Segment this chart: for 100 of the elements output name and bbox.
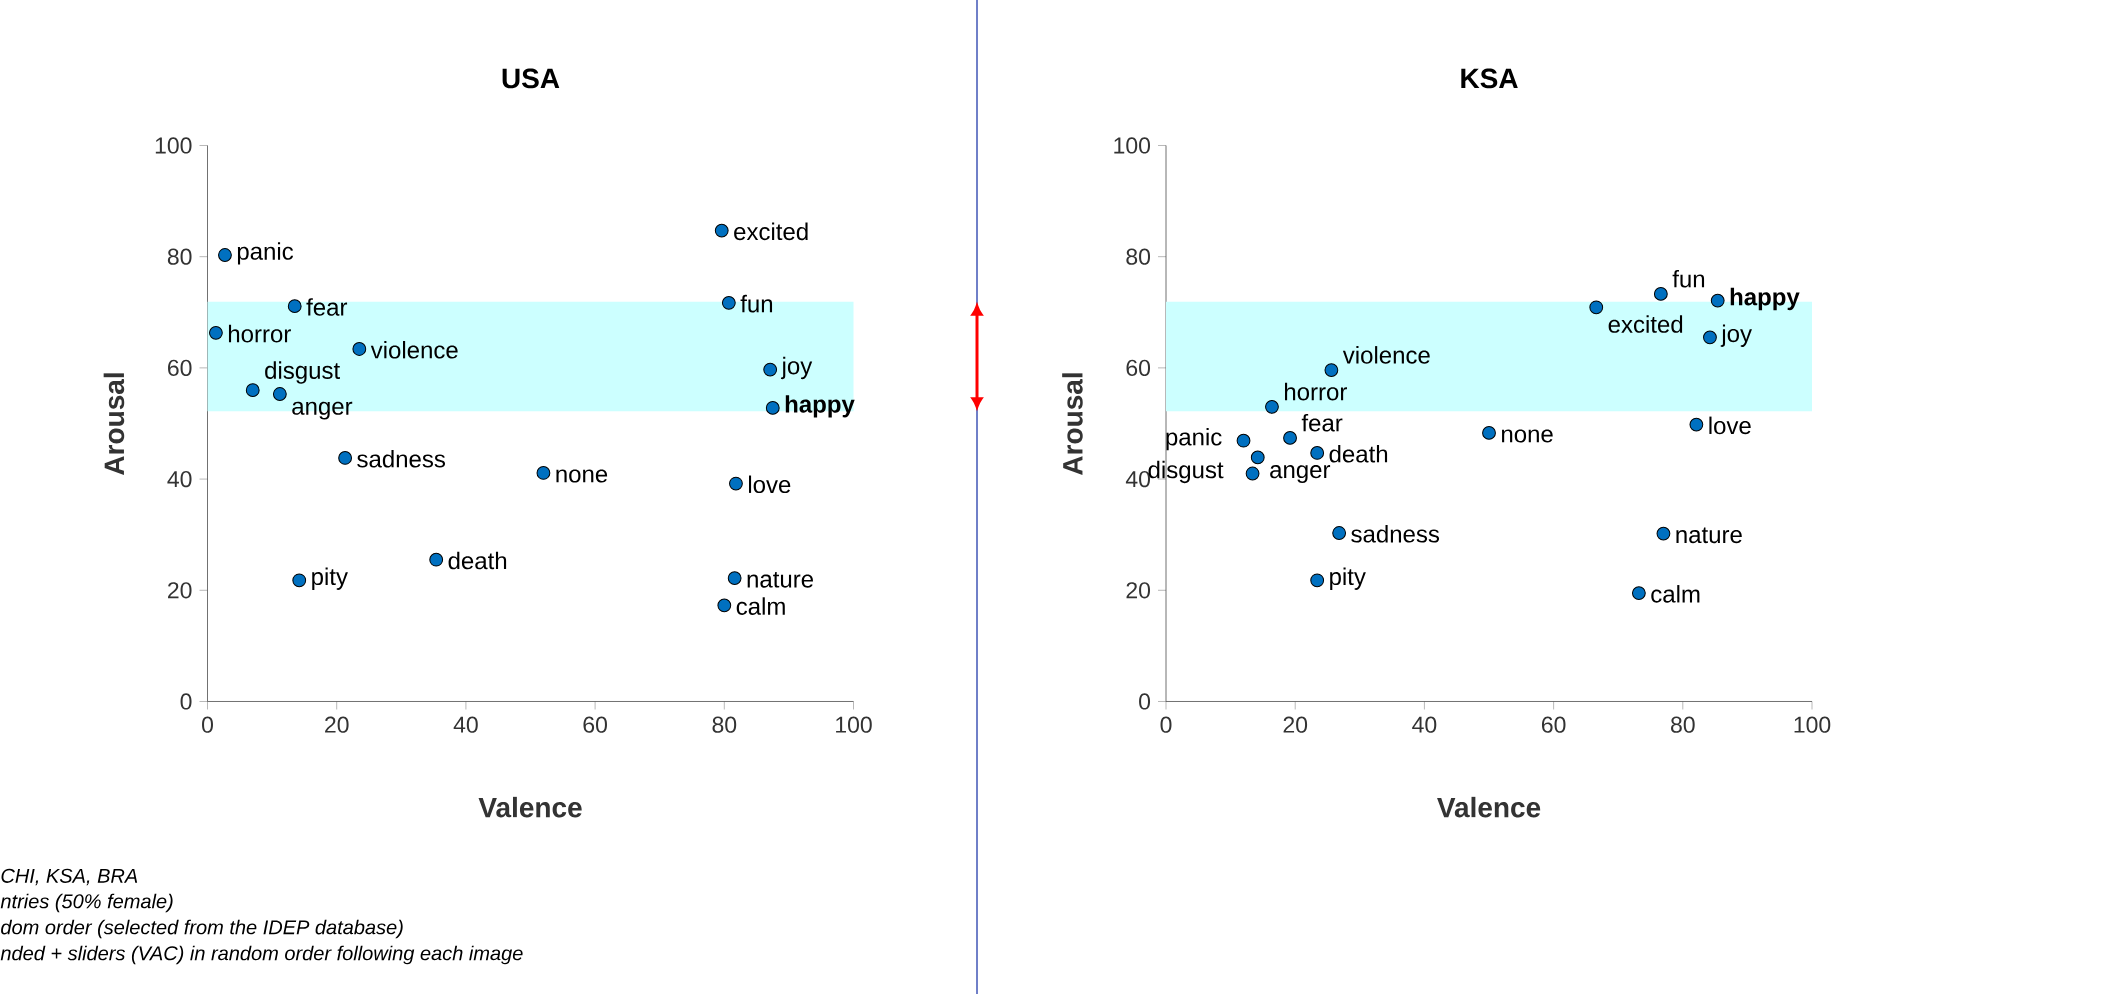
series-label: sadness [357, 449, 446, 468]
series-label: calm [1651, 585, 1700, 603]
series-label: disgust [265, 361, 340, 384]
series-label: death [448, 551, 507, 570]
series-label: happy [1730, 287, 1800, 311]
series-label: horror [228, 324, 291, 343]
text: ntries (50% female) [0, 893, 173, 913]
x-tick-label: 60 [1541, 716, 1566, 733]
y-tick-label: 80 [167, 248, 192, 265]
series-label: joy [780, 356, 813, 380]
point [218, 248, 232, 262]
point [1653, 287, 1668, 301]
point [717, 598, 732, 613]
point [727, 571, 742, 585]
point [352, 342, 367, 356]
point [338, 451, 353, 465]
series-label: panic [237, 242, 294, 265]
point [1250, 450, 1265, 465]
y-axis-title: Arousal [103, 373, 125, 475]
point [1310, 573, 1325, 588]
x-tick-label: 100 [836, 716, 872, 733]
y-tick-label: 40 [167, 470, 192, 488]
point [1245, 466, 1260, 481]
point [1265, 399, 1279, 414]
point [1689, 417, 1704, 432]
series-label: fear [1301, 413, 1343, 432]
series-label: panic [1166, 427, 1222, 451]
point [1310, 446, 1325, 460]
point [245, 383, 260, 398]
series-label: fun [1672, 269, 1705, 288]
point [1324, 363, 1339, 378]
point [292, 573, 307, 588]
point [536, 466, 551, 480]
series-label: love [1709, 416, 1751, 435]
text: dom order (selected from the IDEP database) [1, 919, 403, 939]
x-axis-title: Valence [478, 796, 582, 818]
point [729, 476, 743, 491]
x-tick-label: 0 [1160, 716, 1172, 733]
series-label: love [748, 475, 791, 494]
y-tick-label: 0 [1139, 693, 1151, 710]
y-tick-label: 60 [1126, 359, 1151, 377]
point [721, 295, 736, 310]
y-tick-label: 60 [168, 359, 192, 377]
point [765, 401, 780, 415]
series-label: death [1329, 444, 1388, 463]
text: CHI, KSA, BRA [1, 868, 138, 886]
point [1332, 526, 1347, 540]
series-label: fun [740, 294, 773, 313]
x-tick-label: 80 [712, 716, 737, 733]
x-tick-label: 20 [325, 716, 349, 733]
series-label: none [1502, 429, 1553, 443]
series-label: pity [312, 567, 348, 590]
series-label: joy [1720, 324, 1752, 347]
point [272, 387, 287, 401]
series-label: happy [785, 395, 855, 418]
point [763, 362, 778, 377]
point [1710, 293, 1725, 308]
series-label: pity [1330, 567, 1366, 590]
series-label: fear [306, 298, 348, 316]
x-axis-title: Valence [1437, 796, 1541, 818]
y-axis-title: Arousal [1062, 373, 1083, 475]
series-label: calm [736, 597, 785, 615]
x-tick-label: 40 [453, 716, 478, 733]
text: nded + sliders (VAC) in random order following each image [0, 945, 523, 965]
series-label: violence [1342, 346, 1430, 364]
x-tick-label: 60 [583, 716, 607, 733]
point [209, 325, 223, 340]
x-tick-label: 80 [1671, 716, 1695, 733]
series-label: excited [1608, 315, 1683, 333]
series-label: violence [370, 340, 458, 359]
y-tick-label: 100 [155, 137, 192, 154]
point [1703, 330, 1717, 345]
point [1236, 433, 1251, 448]
point [1482, 426, 1496, 440]
x-tick-label: 20 [1283, 716, 1308, 733]
x-tick-label: 40 [1412, 716, 1437, 733]
point [1589, 300, 1604, 315]
point [1283, 431, 1297, 445]
chart-title: USA [502, 68, 560, 89]
y-tick-label: 80 [1126, 248, 1151, 265]
y-tick-label: 0 [180, 693, 192, 710]
point [429, 552, 444, 567]
y-tick-label: 20 [168, 582, 192, 599]
point [714, 223, 729, 238]
point [287, 299, 302, 314]
series-label: horror [1285, 382, 1347, 401]
series-label: nature [747, 571, 813, 588]
series-label: sadness [1351, 525, 1440, 543]
x-tick-label: 0 [202, 716, 213, 733]
y-tick-label: 100 [1114, 137, 1151, 154]
point [1656, 526, 1671, 541]
point [1631, 586, 1646, 600]
series-label: anger [292, 401, 353, 420]
series-label: nature [1676, 527, 1742, 544]
y-tick-label: 20 [1126, 582, 1151, 599]
series-label: none [556, 469, 608, 483]
series-label: excited [734, 222, 808, 241]
x-tick-label: 100 [1794, 716, 1831, 733]
series-label: anger [1270, 465, 1331, 484]
chart-title: KSA [1461, 68, 1518, 89]
